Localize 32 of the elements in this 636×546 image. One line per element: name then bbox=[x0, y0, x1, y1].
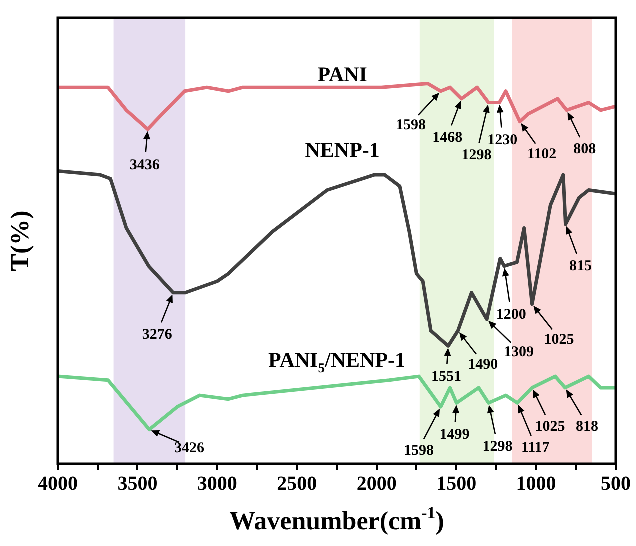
annotation: 1102 bbox=[527, 146, 557, 163]
annotation: 1551 bbox=[431, 369, 462, 386]
annotation: 1499 bbox=[440, 427, 470, 444]
x-tick-label: 3500 bbox=[118, 473, 158, 496]
annotation: 3426 bbox=[174, 440, 206, 457]
annotation: 1298 bbox=[462, 148, 492, 164]
x-tick-label: 1000 bbox=[516, 473, 556, 496]
annotation: 1025 bbox=[544, 332, 574, 348]
x-tick-label: 2500 bbox=[277, 473, 318, 496]
annotation: 3436 bbox=[130, 157, 160, 174]
annotation: 1230 bbox=[488, 132, 518, 149]
x-tick-label: 4000 bbox=[38, 473, 78, 496]
annotation: 815 bbox=[570, 258, 592, 274]
y-axis-title: T(%) bbox=[6, 210, 35, 272]
x-tick-label: 3000 bbox=[197, 473, 238, 496]
annotation: 1490 bbox=[468, 356, 498, 373]
x-tick-label: 500 bbox=[601, 473, 631, 496]
annotation: 1598 bbox=[396, 117, 426, 134]
series-label: NENP-1 bbox=[305, 138, 380, 162]
x-tick-label: 1500 bbox=[436, 473, 477, 496]
annotation: 1298 bbox=[482, 439, 513, 456]
annotation: 1468 bbox=[432, 130, 463, 146]
x-tick-label: 2000 bbox=[356, 473, 397, 496]
annotation: 1200 bbox=[496, 307, 526, 324]
annotation: 1117 bbox=[521, 440, 550, 456]
annotation: 808 bbox=[574, 141, 596, 158]
annotation: 3276 bbox=[142, 326, 173, 343]
annotation: 1598 bbox=[404, 442, 434, 459]
annotation: 818 bbox=[576, 418, 599, 435]
series-label: PANI bbox=[318, 62, 368, 86]
annotation: 1309 bbox=[504, 344, 534, 360]
annotation: 1025 bbox=[535, 418, 566, 435]
